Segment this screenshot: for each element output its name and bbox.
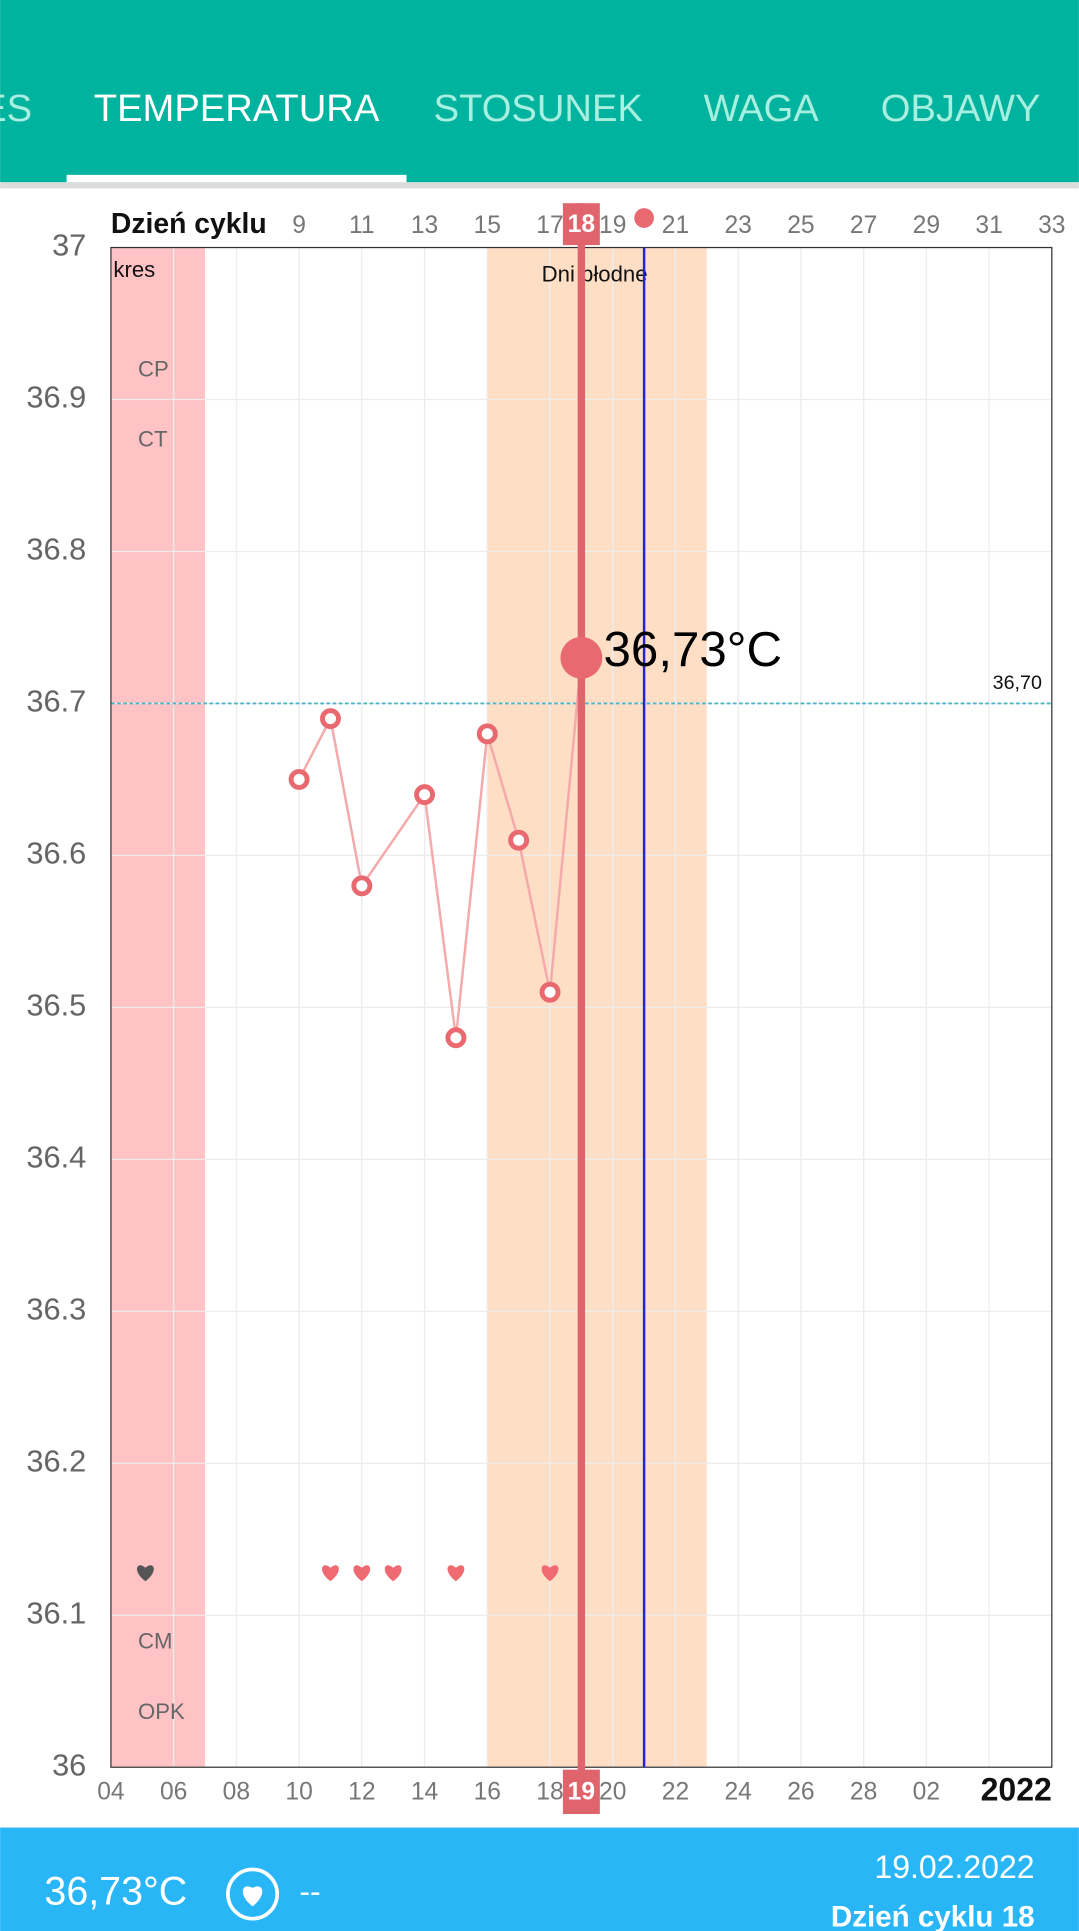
row-label: CM [138, 1629, 172, 1654]
app-header [0, 0, 1079, 183]
tab[interactable]: ES [0, 87, 32, 130]
intercourse-mark [353, 1565, 371, 1582]
date-tick-label: 18 [536, 1779, 563, 1806]
x-tick-label: 9 [292, 212, 306, 239]
intercourse-mark [384, 1565, 402, 1582]
x-tick-label: 29 [913, 212, 940, 239]
point[interactable] [445, 1027, 467, 1049]
point[interactable] [288, 768, 310, 790]
today-marker [634, 208, 654, 228]
intercourse-icon[interactable] [226, 1867, 280, 1921]
point[interactable] [476, 723, 498, 745]
point[interactable] [351, 875, 373, 897]
point[interactable] [539, 981, 561, 1003]
cursor-bottom-box [562, 1769, 600, 1815]
tab[interactable]: TEMPERATURA [94, 87, 380, 130]
plot-area [110, 247, 1052, 1768]
point[interactable] [414, 784, 436, 806]
cursor-top-box [562, 203, 600, 246]
date-tick-label: 04 [97, 1779, 124, 1806]
x-tick-label: 33 [1038, 212, 1065, 239]
date-tick-label: 22 [662, 1779, 689, 1806]
selected-point[interactable] [560, 636, 603, 679]
x-tick-label: 21 [662, 212, 689, 239]
heart-icon [242, 1886, 263, 1907]
point[interactable] [320, 708, 341, 730]
intercourse-mark [541, 1565, 559, 1582]
footer-bar [0, 1827, 1079, 1931]
date-tick-label: 06 [160, 1779, 187, 1806]
cursor-bottom-label: 19 [568, 1779, 595, 1806]
date-tick-label: 12 [348, 1779, 375, 1806]
footer-temperature: 36,73°C [44, 1869, 187, 1913]
date-tick-label: 10 [285, 1779, 312, 1806]
tab[interactable]: STOSUNEK [434, 87, 644, 130]
y-tick-label: 36.5 [26, 987, 86, 1022]
y-tick-label: 36.3 [26, 1291, 86, 1326]
x-axis-title: Dzień cyklu [111, 208, 267, 240]
row-icon [137, 1565, 154, 1582]
y-tick-label: 36.8 [26, 532, 86, 567]
point[interactable] [508, 829, 530, 851]
x-tick-label: 15 [474, 212, 501, 239]
footer-cycle-day: Dzień cyklu 18 [831, 1900, 1035, 1931]
date-tick-label: 28 [850, 1779, 877, 1806]
row-label: OPK [138, 1699, 185, 1724]
row-label: CP [138, 357, 169, 382]
x-tick-label: 27 [850, 212, 877, 239]
y-tick-label: 37 [52, 228, 86, 263]
x-tick-label: 13 [411, 212, 438, 239]
band-label: Dni płodne [542, 262, 648, 287]
x-tick-label: 19 [599, 212, 626, 239]
x-tick-label: 31 [975, 212, 1002, 239]
tab[interactable]: WAGA [704, 87, 820, 130]
header-shadow [0, 182, 1079, 189]
value-label: 36,73°C [604, 622, 783, 677]
band-label: kres [113, 257, 155, 282]
y-tick-label: 36 [52, 1747, 86, 1782]
date-tick-label: 02 [913, 1779, 940, 1806]
intercourse-mark [322, 1565, 339, 1582]
date-tick-label: 24 [724, 1779, 751, 1806]
date-tick-label: 14 [411, 1779, 438, 1806]
y-tick-label: 36.7 [26, 684, 86, 719]
x-tick-label: 23 [724, 212, 751, 239]
intercourse-mark [447, 1565, 465, 1582]
date-tick-label: 20 [599, 1779, 626, 1806]
reference-label: 36,70 [993, 672, 1042, 694]
date-tick-label: 16 [474, 1779, 501, 1806]
x-tick-label: 17 [536, 212, 563, 239]
x-tick-label: 25 [787, 212, 814, 239]
y-tick-label: 36.2 [26, 1443, 86, 1478]
footer-date: 19.02.2022 [874, 1849, 1034, 1885]
year-label: 2022 [981, 1771, 1052, 1807]
y-tick-label: 36.1 [26, 1595, 86, 1630]
y-tick-label: 36.6 [26, 836, 86, 871]
x-tick-label: 11 [349, 212, 375, 239]
y-tick-label: 36.9 [26, 380, 86, 415]
tab[interactable]: OBJAWY [881, 87, 1041, 130]
date-tick-label: 08 [223, 1779, 250, 1806]
active-tab-indicator [66, 174, 407, 183]
cursor-top-label: 18 [568, 211, 595, 238]
y-tick-label: 36.4 [26, 1139, 86, 1174]
date-tick-label: 26 [787, 1779, 814, 1806]
footer-intercourse: -- [299, 1874, 320, 1910]
row-label: CT [138, 427, 168, 452]
